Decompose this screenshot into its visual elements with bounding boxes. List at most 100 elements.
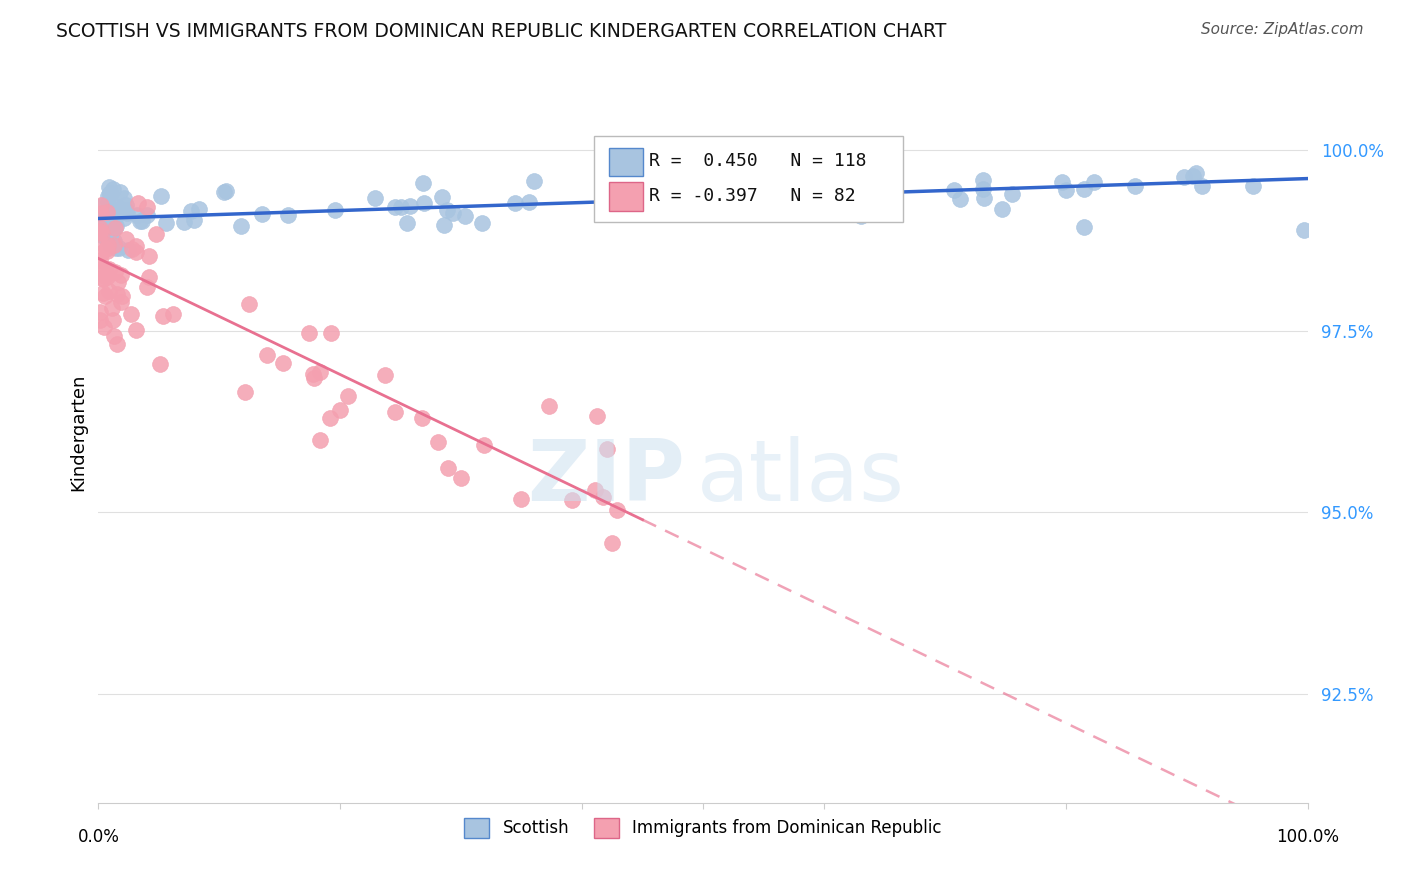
Point [91, 270, 114, 285]
Point [325, 203, 347, 218]
Point [1073, 219, 1095, 234]
Point [1173, 169, 1195, 184]
Point [101, 207, 124, 221]
Point [1123, 179, 1146, 194]
Point [112, 191, 135, 205]
Point [820, 177, 842, 191]
Point [97, 238, 120, 252]
Text: R = -0.397   N = 82: R = -0.397 N = 82 [648, 186, 855, 204]
Point [561, 492, 583, 507]
Point [374, 368, 396, 382]
Point [321, 326, 343, 340]
Point [212, 185, 235, 199]
Point [522, 173, 544, 187]
Point [991, 202, 1014, 216]
Point [150, 189, 173, 203]
Point [384, 200, 406, 214]
Point [238, 297, 260, 311]
Point [100, 233, 122, 247]
Point [972, 182, 994, 196]
Point [96, 203, 118, 218]
Point [89, 225, 111, 239]
Point [973, 191, 995, 205]
Point [125, 323, 148, 337]
Point [97, 227, 120, 241]
Point [648, 194, 671, 209]
Point [125, 208, 148, 222]
Point [337, 389, 360, 403]
Point [115, 206, 138, 220]
Point [107, 275, 129, 289]
Point [145, 227, 167, 241]
Point [124, 244, 146, 259]
Point [519, 195, 541, 210]
Point [828, 161, 851, 176]
Point [94, 268, 117, 283]
Point [1050, 175, 1073, 189]
Point [329, 403, 352, 417]
Point [131, 214, 153, 228]
Point [103, 329, 125, 343]
Point [602, 194, 624, 209]
Point [110, 268, 132, 282]
Point [93, 228, 115, 243]
Point [121, 242, 143, 256]
Point [108, 202, 131, 216]
Point [851, 209, 873, 223]
Point [100, 224, 122, 238]
Point [256, 348, 278, 362]
Point [441, 205, 464, 219]
Point [399, 199, 422, 213]
FancyBboxPatch shape [595, 136, 903, 221]
Point [98, 262, 121, 277]
Point [943, 183, 966, 197]
Point [89, 199, 111, 213]
Point [505, 196, 527, 211]
Point [949, 192, 972, 206]
Point [89, 224, 111, 238]
Point [89, 235, 111, 250]
Point [830, 184, 852, 198]
Point [100, 186, 122, 201]
Point [215, 184, 238, 198]
Point [104, 219, 127, 234]
Point [138, 249, 160, 263]
Text: ZIP: ZIP [527, 435, 685, 518]
Point [152, 309, 174, 323]
Point [308, 433, 330, 447]
Point [96, 189, 118, 203]
Point [97, 285, 120, 299]
Point [853, 202, 876, 216]
Legend: Scottish, Immigrants from Dominican Republic: Scottish, Immigrants from Dominican Repu… [456, 809, 950, 847]
Point [104, 199, 127, 213]
Point [107, 202, 129, 216]
Text: SCOTTISH VS IMMIGRANTS FROM DOMINICAN REPUBLIC KINDERGARTEN CORRELATION CHART: SCOTTISH VS IMMIGRANTS FROM DOMINICAN RE… [56, 22, 946, 41]
Point [104, 221, 127, 235]
Point [666, 207, 689, 221]
Point [271, 356, 294, 370]
Point [229, 219, 252, 233]
Point [364, 191, 387, 205]
Point [606, 503, 628, 517]
Point [277, 208, 299, 222]
Point [115, 203, 138, 218]
Point [117, 243, 139, 257]
Point [101, 223, 124, 237]
FancyBboxPatch shape [609, 182, 643, 211]
Point [91, 272, 114, 286]
Point [91, 216, 114, 230]
Point [105, 287, 128, 301]
Point [149, 357, 172, 371]
Point [138, 269, 160, 284]
FancyBboxPatch shape [609, 147, 643, 176]
Point [427, 435, 450, 450]
Point [93, 320, 115, 334]
Point [155, 215, 177, 229]
Point [108, 202, 131, 217]
Point [745, 154, 768, 169]
Point [112, 211, 135, 225]
Y-axis label: Kindergarten: Kindergarten [69, 374, 87, 491]
Point [384, 405, 406, 419]
Point [859, 188, 882, 202]
Point [804, 189, 827, 203]
